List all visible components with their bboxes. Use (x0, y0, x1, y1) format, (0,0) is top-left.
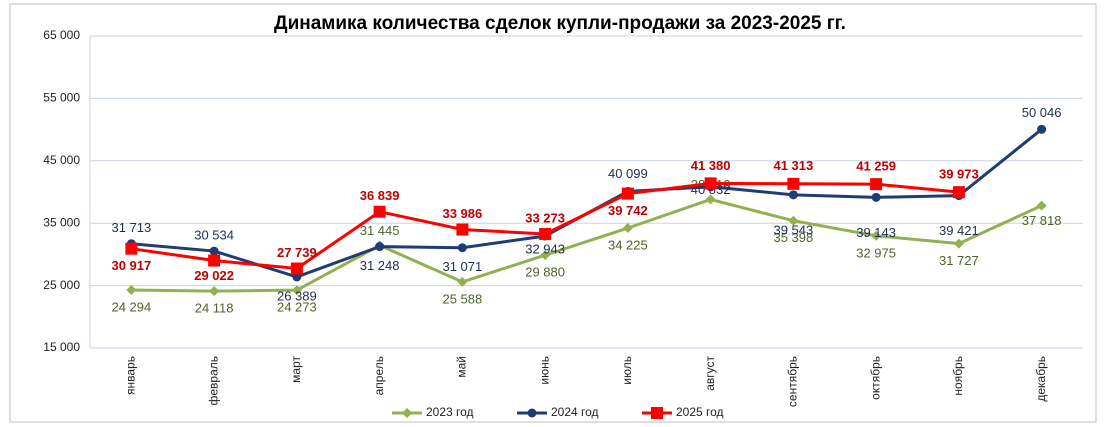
marker (290, 262, 303, 275)
data-label: 32 943 (525, 241, 565, 256)
marker (457, 276, 468, 287)
data-label: 39 143 (856, 225, 896, 240)
data-label: 31 713 (111, 220, 151, 235)
data-label: 29 022 (194, 268, 234, 283)
data-label: 32 975 (856, 245, 896, 260)
data-label: 39 421 (939, 223, 979, 238)
data-label: 41 380 (691, 158, 731, 173)
marker (787, 177, 800, 190)
chart-frame (9, 3, 1097, 423)
marker (457, 243, 467, 253)
marker (539, 227, 552, 240)
x-tick-label: апрель (372, 356, 386, 395)
x-tick-label: июнь (537, 356, 551, 385)
x-tick-label: декабрь (1034, 356, 1048, 402)
data-label: 26 389 (277, 288, 317, 303)
data-label: 31 248 (360, 258, 400, 273)
marker (651, 407, 663, 419)
y-tick-label: 45 000 (43, 153, 80, 167)
marker (456, 223, 469, 236)
x-tick-label: январь (124, 356, 138, 395)
data-label: 29 880 (525, 265, 565, 280)
marker (871, 192, 881, 202)
marker (705, 194, 716, 205)
data-label: 40 099 (608, 166, 648, 181)
x-tick-label: октябрь (868, 356, 882, 400)
x-tick-label: февраль (206, 356, 220, 406)
data-label: 33 273 (525, 210, 565, 225)
marker (870, 178, 883, 191)
marker (1037, 124, 1047, 134)
y-tick-label: 35 000 (43, 215, 80, 229)
data-label: 25 588 (442, 291, 482, 306)
marker (704, 177, 717, 190)
marker (375, 242, 385, 252)
x-tick-label: август (703, 356, 717, 391)
marker (788, 190, 798, 200)
marker (871, 230, 882, 241)
data-label: 30 534 (194, 228, 234, 243)
series-line (131, 197, 1043, 293)
marker (788, 215, 799, 226)
marker (952, 186, 965, 199)
x-tick-label: март (289, 356, 303, 383)
x-tick-label: сентябрь (786, 356, 800, 407)
data-label: 33 986 (442, 206, 482, 221)
y-tick-label: 65 000 (43, 28, 80, 42)
marker (126, 285, 137, 296)
data-label: 35 398 (773, 230, 813, 245)
y-tick-label: 15 000 (43, 340, 80, 354)
marker (292, 272, 302, 282)
data-label: 39 973 (939, 167, 979, 182)
data-label: 41 259 (856, 159, 896, 174)
data-label: 31 445 (360, 223, 400, 238)
data-label: 24 294 (111, 299, 151, 314)
data-label: 30 917 (111, 258, 151, 273)
chart-title: Динамика количества сделок купли-продажи… (274, 13, 846, 34)
marker (1036, 200, 1047, 211)
legend-label: 2024 год (551, 405, 599, 419)
y-tick-label: 55 000 (43, 91, 80, 105)
marker (527, 408, 537, 418)
marker (540, 250, 551, 261)
data-label: 41 313 (773, 158, 813, 173)
x-tick-label: ноябрь (951, 356, 965, 396)
marker (622, 223, 633, 234)
marker (953, 238, 964, 249)
y-tick-label: 25 000 (43, 278, 80, 292)
data-label: 24 273 (277, 300, 317, 315)
marker (209, 286, 220, 297)
marker (373, 205, 386, 218)
data-label: 27 739 (277, 245, 317, 260)
marker (125, 242, 138, 255)
x-tick-label: июль (620, 356, 634, 385)
data-label: 31 727 (939, 253, 979, 268)
data-label: 31 071 (442, 259, 482, 274)
marker (402, 408, 412, 418)
legend-label: 2023 год (426, 405, 474, 419)
x-tick-label: май (455, 356, 469, 378)
data-label: 50 046 (1022, 105, 1062, 120)
data-label: 37 818 (1022, 213, 1062, 228)
data-label: 39 543 (773, 222, 813, 237)
marker (291, 285, 302, 296)
data-label: 36 839 (360, 188, 400, 203)
data-label: 39 742 (608, 203, 648, 218)
marker (208, 254, 221, 267)
data-label: 24 118 (195, 301, 234, 316)
marker (621, 187, 634, 200)
legend-label: 2025 год (676, 405, 724, 419)
marker (209, 246, 219, 256)
data-label: 34 225 (608, 237, 648, 252)
